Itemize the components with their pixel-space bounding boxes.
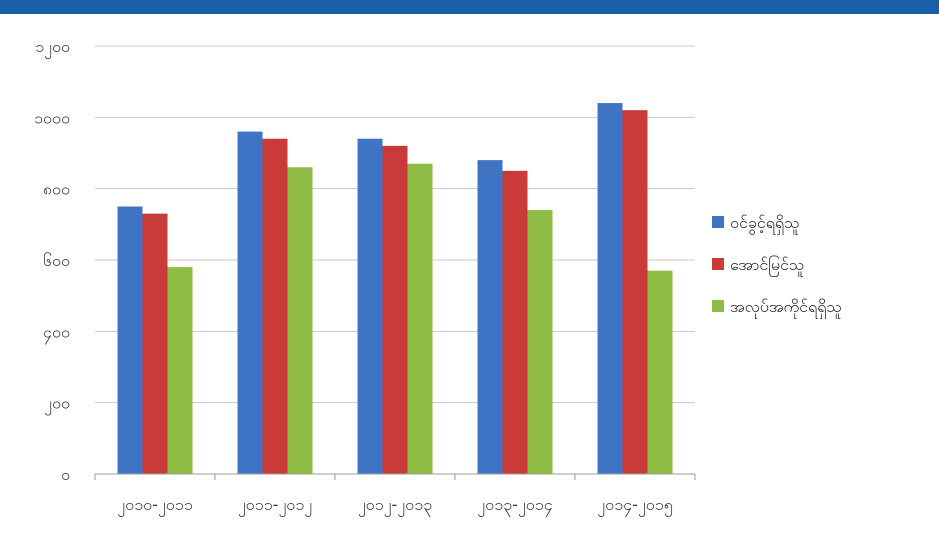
bar xyxy=(407,163,433,474)
bar xyxy=(142,213,168,474)
bar xyxy=(622,110,648,474)
legend-swatch xyxy=(712,300,724,312)
y-axis-tick-labels: ၀ ၂၀၀ ၄၀၀ ၆၀၀ ၈၀၀ ၁၀၀၀ ၁၂၀၀ xyxy=(34,37,70,484)
y-tick-label: ၀ xyxy=(61,465,70,484)
x-axis xyxy=(94,473,696,480)
bar-chart: ၀ ၂၀၀ ၄၀၀ ၆၀၀ ၈၀၀ ၁၀၀၀ ၁၂၀၀ ၂၀၁၀-၂၀၁၁ ၂၀၁၁-၂၀၁၂… xyxy=(34,37,842,517)
y-tick-label: ၄၀၀ xyxy=(43,322,70,344)
y-tick-label: ၆၀၀ xyxy=(43,251,70,270)
bar xyxy=(527,210,553,475)
y-tick-label: ၈၀၀ xyxy=(43,180,70,199)
legend-label: ဝင်ခွင့်ရရှိသူ xyxy=(730,213,800,235)
y-tick-label: ၂၀၀ xyxy=(44,394,70,416)
x-tick-label: ၂၀၁၂-၂၀၁၃ xyxy=(358,495,432,517)
bar xyxy=(262,138,288,474)
legend: ဝင်ခွင့်ရရှိသူအောင်မြင်သူအလုပ်အကိုင်ရရှိ… xyxy=(712,213,842,319)
bar xyxy=(287,167,313,474)
y-tick-label: ၁၂၀၀ xyxy=(35,37,70,59)
x-tick-label: ၂၀၁၃-၂၀၁၄ xyxy=(477,495,553,517)
legend-swatch xyxy=(712,258,724,270)
bar xyxy=(237,131,263,474)
y-tick-label: ၁၀၀၀ xyxy=(34,108,70,127)
chart-area: ၀ ၂၀၀ ၄၀၀ ၆၀၀ ၈၀၀ ၁၀၀၀ ၁၂၀၀ ၂၀၁၀-၂၀၁၁ ၂၀၁၁-၂၀၁၂… xyxy=(0,14,939,538)
bar xyxy=(382,145,408,474)
bar xyxy=(647,270,673,474)
x-tick-label: ၂၀၁၁-၂၀၁၂ xyxy=(238,495,312,517)
x-tick-label: ၂၀၁၄-၂၀၁၅ xyxy=(597,495,673,517)
legend-swatch xyxy=(712,216,724,228)
bar xyxy=(167,267,193,474)
bar xyxy=(502,170,528,475)
bars xyxy=(117,103,673,475)
bar xyxy=(477,160,503,474)
x-axis-tick-labels: ၂၀၁၀-၂၀၁၁ ၂၀၁၁-၂၀၁၂ ၂၀၁၂-၂၀၁၃ ၂၀၁၃-၂၀၁၄ ၂၀၁၄… xyxy=(117,495,673,517)
x-tick-label: ၂၀၁၀-၂၀၁၁ xyxy=(117,495,193,517)
top-color-bar xyxy=(0,0,939,14)
bar xyxy=(597,103,623,475)
legend-label: အောင်မြင်သူ xyxy=(730,255,804,277)
bar xyxy=(117,206,143,474)
bar xyxy=(357,138,383,474)
legend-label: အလုပ်အကိုင်ရရှိသူ xyxy=(730,297,842,319)
